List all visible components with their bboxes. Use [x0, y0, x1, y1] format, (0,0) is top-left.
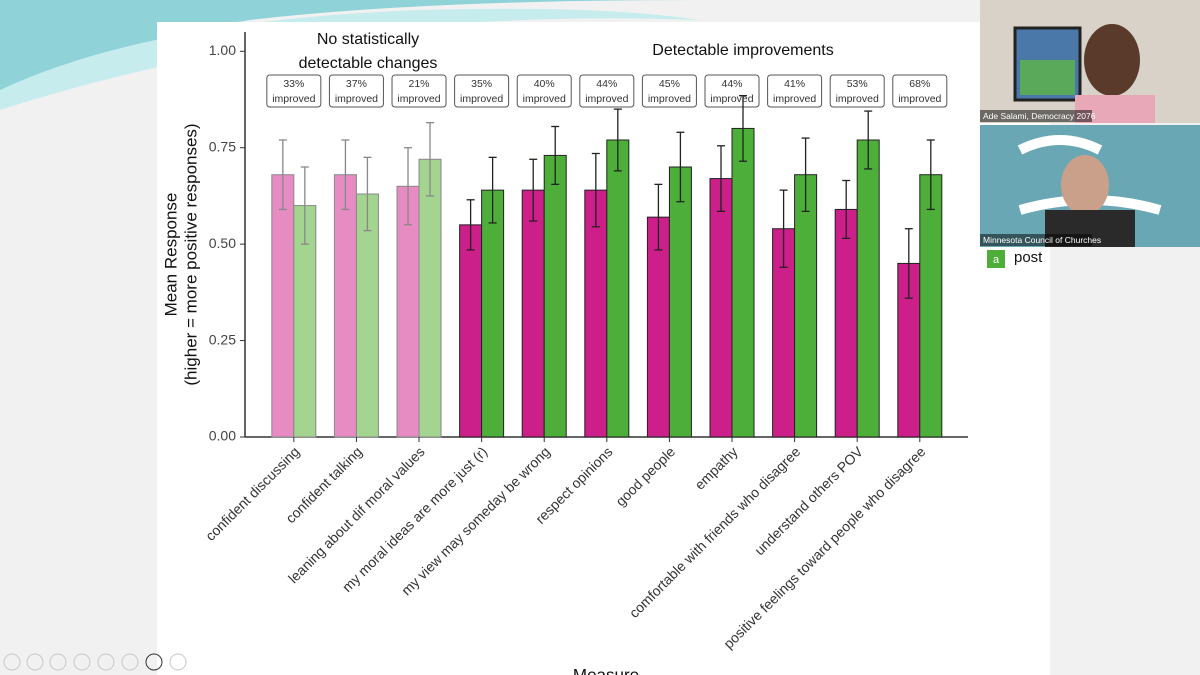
y-axis-title: Mean Response [161, 193, 180, 317]
annotation-box [454, 74, 510, 108]
bar [606, 139, 630, 438]
bar [459, 224, 483, 438]
bar [481, 189, 505, 438]
annotation: 33% [283, 78, 304, 90]
y-tick-label: 1.00 [209, 42, 236, 58]
annotation: 45% [659, 78, 680, 90]
video-panel: Ade Salami, Democracy 2076 Minnesota Cou… [980, 0, 1200, 247]
person [1084, 24, 1140, 96]
toolbar-button[interactable] [145, 653, 163, 671]
annotation-box [704, 74, 760, 108]
annotation: improved [460, 93, 503, 105]
annotation: improved [648, 93, 691, 105]
annotation-box [829, 74, 885, 108]
annotation: 44% [596, 78, 617, 90]
toolbar-button[interactable] [97, 653, 115, 671]
toolbar-button[interactable] [73, 653, 91, 671]
toolbar-button[interactable] [169, 653, 187, 671]
participant-name: Ade Salami, Democracy 2076 [983, 111, 1096, 121]
annotation: improved [710, 93, 753, 105]
bar [834, 208, 858, 438]
name-tag [980, 234, 1092, 246]
annotation: 53% [847, 78, 868, 90]
y-tick-label: 0.50 [209, 235, 236, 251]
bar [919, 174, 943, 438]
annotation: improved [898, 93, 941, 105]
annotation-box [516, 74, 572, 108]
wall-art [1020, 60, 1075, 95]
name-tag [980, 110, 1092, 122]
annotation-box [579, 74, 635, 108]
annotation: improved [335, 93, 378, 105]
legend-key-label: a [993, 254, 1000, 266]
bar [794, 174, 818, 438]
bar [543, 154, 567, 438]
annotation: 21% [409, 78, 430, 90]
annotation: improved [397, 93, 440, 105]
participant-name: Minnesota Council of Churches [983, 235, 1101, 245]
toolbar-button[interactable] [3, 653, 21, 671]
bar [709, 178, 733, 438]
toolbar-button[interactable] [121, 653, 139, 671]
annotation: 44% [722, 78, 743, 90]
group-label: No statistically [317, 31, 419, 48]
annotation-box [328, 74, 384, 108]
group-label: Detectable improvements [652, 42, 833, 59]
y-axis-title: (higher = more positive responses) [181, 123, 200, 385]
person [1061, 155, 1109, 215]
annotation: 41% [784, 78, 805, 90]
legend-key [987, 250, 1005, 268]
legend-label: post [1014, 249, 1043, 266]
toolbar-button[interactable] [49, 653, 67, 671]
annotation: 40% [534, 78, 555, 90]
annotation-box [266, 74, 322, 108]
bar [333, 174, 357, 438]
y-tick-label: 0.25 [209, 331, 236, 347]
bar [521, 189, 545, 438]
annotation: improved [836, 93, 879, 105]
annotation-box [767, 74, 823, 108]
bar [668, 166, 692, 438]
bar [731, 127, 755, 438]
annotation: improved [272, 93, 315, 105]
annotation-box [391, 74, 447, 108]
annotation: 68% [909, 78, 930, 90]
bar [856, 139, 880, 438]
y-tick-label: 0.75 [209, 138, 236, 154]
group-label: detectable changes [299, 55, 438, 72]
bar [418, 158, 442, 438]
annotation: improved [523, 93, 566, 105]
toolbar [3, 653, 187, 671]
annotation: improved [773, 93, 816, 105]
bar [271, 174, 295, 438]
x-axis-title: Measure [573, 665, 639, 675]
annotation: 37% [346, 78, 367, 90]
y-tick-label: 0.00 [209, 428, 236, 444]
annotation: 35% [471, 78, 492, 90]
annotation-box [641, 74, 697, 108]
annotation-box [892, 74, 948, 108]
annotation: improved [585, 93, 628, 105]
toolbar-button[interactable] [26, 653, 44, 671]
